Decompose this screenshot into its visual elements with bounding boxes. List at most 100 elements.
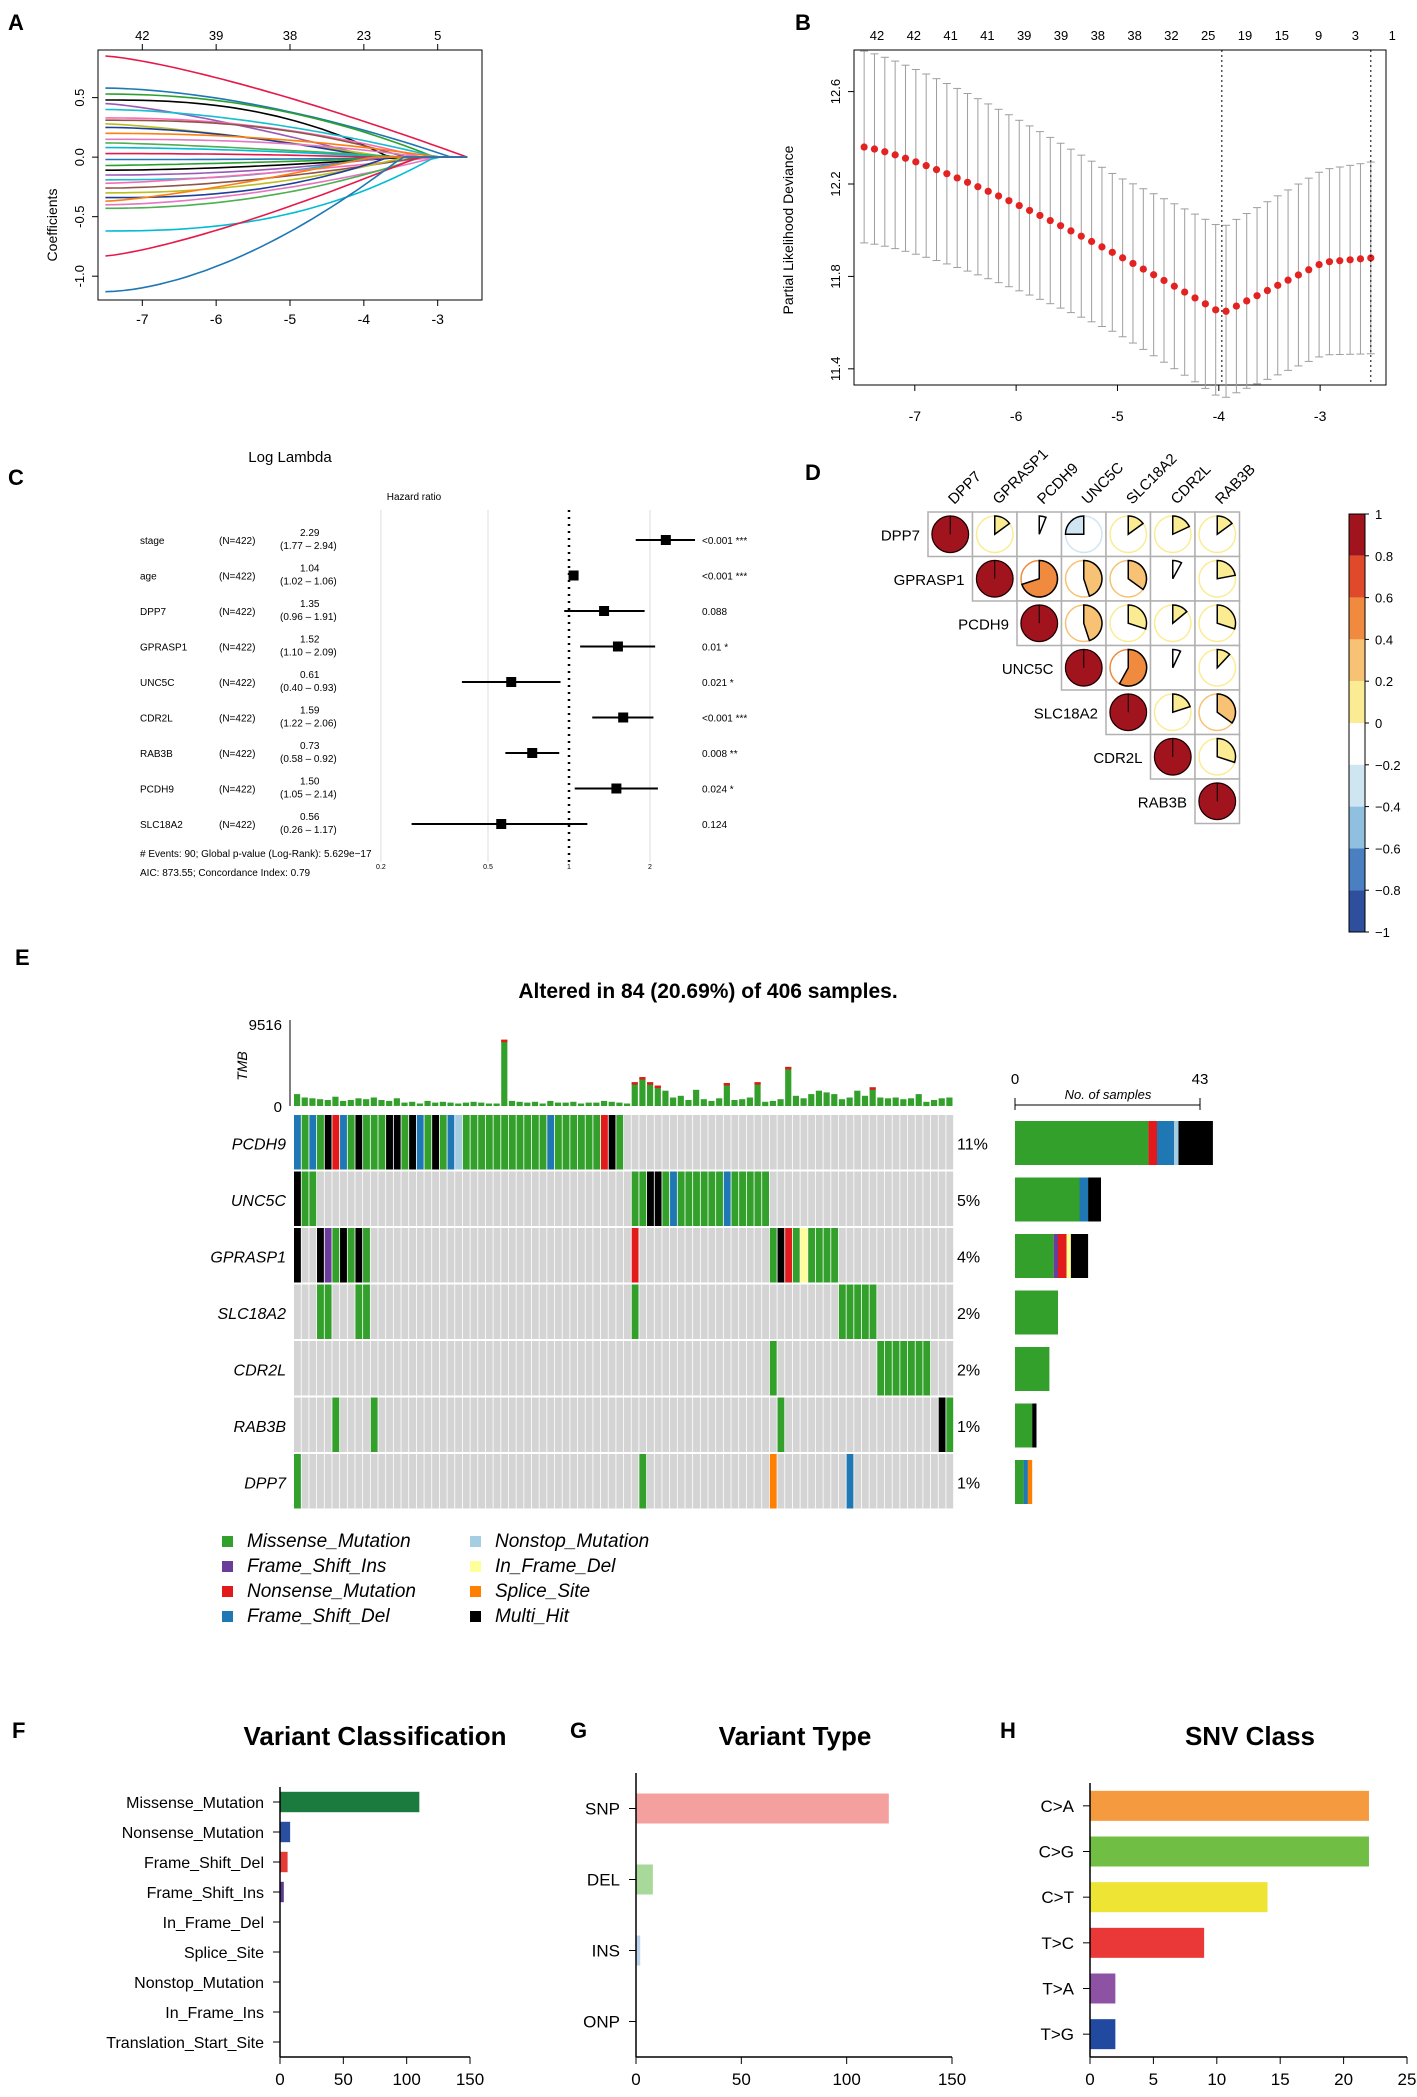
legend-swatch <box>222 1561 233 1572</box>
empty-cell <box>363 1454 370 1509</box>
empty-cell <box>370 1228 378 1283</box>
empty-cell <box>585 1454 593 1509</box>
corr-pie <box>1127 515 1145 536</box>
x-tick-label: 15 <box>1271 2070 1290 2089</box>
mutation-cell <box>340 1115 347 1170</box>
empty-cell <box>393 1171 401 1226</box>
bar <box>280 1821 291 1843</box>
mutation-cell <box>600 1115 608 1170</box>
tmb-bar-top <box>754 1082 761 1085</box>
empty-cell <box>700 1115 708 1170</box>
mutation-cell <box>309 1171 317 1226</box>
empty-cell <box>662 1454 670 1509</box>
mutation-cell <box>731 1171 739 1226</box>
top-tick-label: 25 <box>1201 28 1215 43</box>
tmb-bar <box>769 1100 776 1106</box>
empty-cell <box>677 1115 685 1170</box>
mutation-cell <box>769 1228 777 1283</box>
forest-row-hr: 1.35 <box>300 599 320 610</box>
sample-bar-segment <box>1015 1234 1054 1278</box>
empty-cell <box>562 1397 570 1452</box>
plot-frame <box>853 49 1387 386</box>
empty-cell <box>593 1341 601 1396</box>
panel-f-variant-classification: Variant Classification Missense_Mutation N… <box>106 1721 506 2089</box>
empty-cell <box>301 1228 309 1283</box>
empty-cell <box>639 1397 647 1452</box>
mutation-cell <box>493 1115 501 1170</box>
category-label: C>A <box>1040 1797 1074 1816</box>
empty-cell <box>708 1228 716 1283</box>
mutation-cell <box>301 1171 309 1226</box>
forest-row-p: <0.001 *** <box>702 714 747 725</box>
sample-bar-segment <box>1070 1234 1089 1278</box>
gene-label: GPRASP1 <box>210 1249 286 1266</box>
forest-row-label: age <box>140 572 157 583</box>
mean-point <box>1336 257 1344 265</box>
forest-row-hr: 1.59 <box>300 706 320 717</box>
forest-row-p: 0.088 <box>702 607 727 618</box>
mutation-cell <box>531 1115 539 1170</box>
sample-bar-segment <box>1174 1121 1179 1165</box>
empty-cell <box>608 1454 616 1509</box>
mean-point <box>870 145 879 153</box>
top-tick-label: 3 <box>1352 28 1359 43</box>
bar <box>636 1864 653 1895</box>
tmb-bar <box>340 1100 347 1106</box>
y-axis-label: Partial Likelihood Deviance <box>780 145 796 314</box>
empty-cell <box>662 1397 670 1452</box>
empty-cell <box>508 1284 516 1339</box>
mean-point <box>932 166 941 174</box>
x-tick-label: -7 <box>909 408 922 424</box>
empty-cell <box>854 1397 862 1452</box>
empty-cell <box>938 1228 946 1283</box>
empty-cell <box>739 1228 746 1283</box>
mutation-cell <box>877 1341 885 1396</box>
mean-point <box>1046 216 1054 225</box>
empty-cell <box>478 1284 486 1339</box>
tmb-bar <box>723 1083 730 1106</box>
empty-cell <box>355 1397 363 1452</box>
empty-cell <box>347 1171 355 1226</box>
empty-cell <box>792 1341 800 1396</box>
mutation-cell <box>900 1341 908 1396</box>
empty-cell <box>324 1171 332 1226</box>
empty-cell <box>647 1228 654 1283</box>
y-tick-label: 0.5 <box>72 89 87 107</box>
empty-cell <box>332 1341 340 1396</box>
legend-tick-label: 0.4 <box>1375 632 1393 647</box>
mutation-cell <box>915 1341 923 1396</box>
corr-pie <box>1172 515 1191 536</box>
empty-cell <box>815 1284 823 1339</box>
legend-swatch <box>222 1611 233 1622</box>
gene-percent: 4% <box>957 1249 980 1266</box>
empty-cell <box>685 1341 693 1396</box>
empty-cell <box>531 1454 539 1509</box>
legend-swatch <box>1349 597 1365 640</box>
samples-min: 0 <box>1011 1071 1019 1088</box>
empty-cell <box>294 1284 301 1339</box>
forest-row-ci: (1.77 – 2.94) <box>280 541 337 552</box>
empty-cell <box>501 1341 509 1396</box>
empty-cell <box>815 1397 823 1452</box>
empty-cell <box>501 1284 509 1339</box>
empty-cell <box>424 1284 432 1339</box>
empty-cell <box>554 1171 562 1226</box>
row-gene-label: UNC5C <box>1002 661 1054 678</box>
mutation-cell <box>324 1284 332 1339</box>
empty-cell <box>861 1397 869 1452</box>
empty-cell <box>846 1397 854 1452</box>
empty-cell <box>930 1397 938 1452</box>
empty-cell <box>854 1115 862 1170</box>
y-axis-label: Coefficients <box>44 189 60 262</box>
y-tick-label: -1.0 <box>72 265 87 287</box>
tmb-bar-top <box>639 1077 646 1080</box>
empty-cell <box>907 1454 915 1509</box>
empty-cell <box>631 1115 639 1170</box>
empty-cell <box>877 1228 885 1283</box>
empty-cell <box>685 1454 693 1509</box>
row-gene-label: DPP7 <box>881 527 920 544</box>
empty-cell <box>892 1397 900 1452</box>
empty-cell <box>447 1284 455 1339</box>
tmb-bar <box>739 1099 746 1106</box>
mutation-cell <box>294 1171 301 1226</box>
